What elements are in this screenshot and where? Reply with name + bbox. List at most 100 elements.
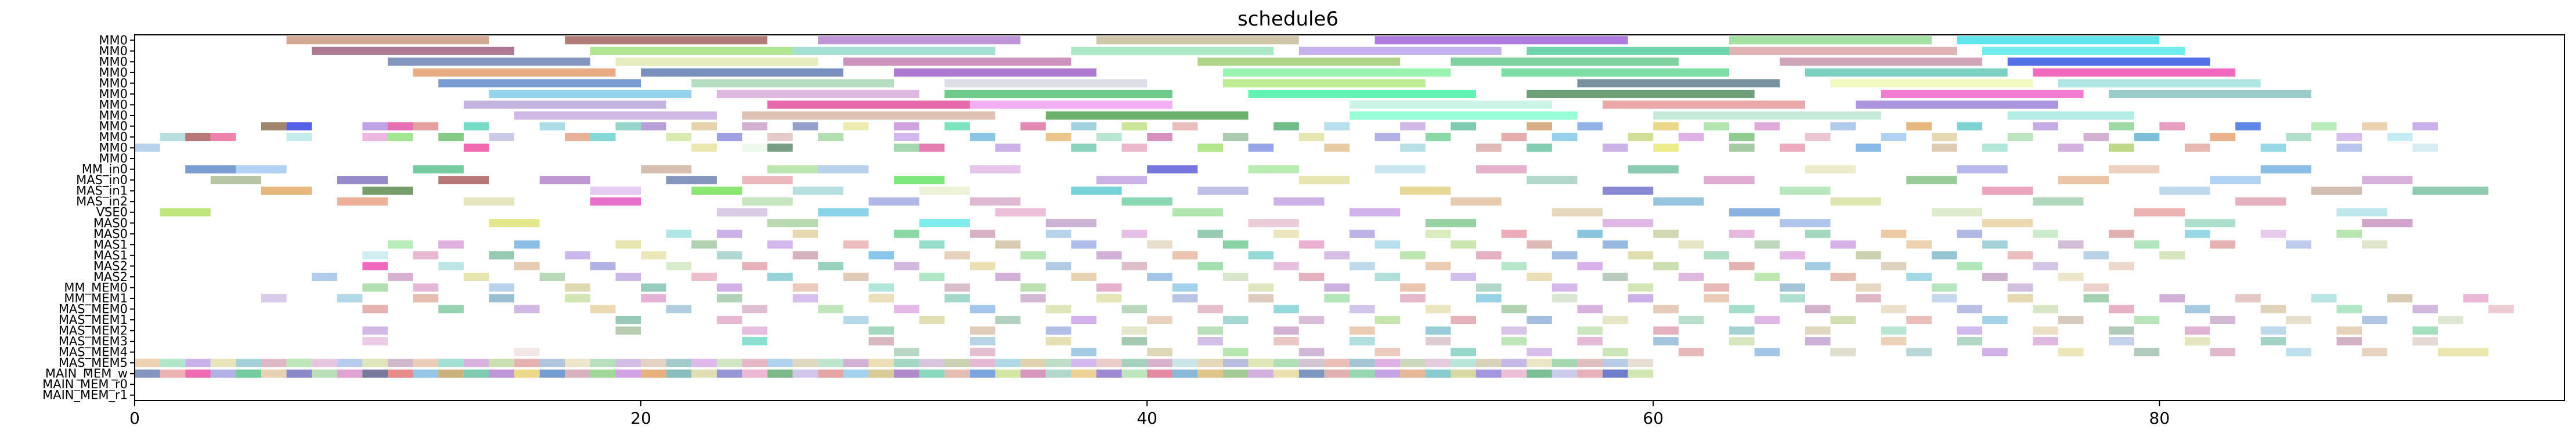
- task-bar: [312, 369, 337, 378]
- task-bar: [1729, 132, 1755, 142]
- task-bar: [1881, 229, 1907, 238]
- task-bar: [1476, 294, 1502, 303]
- task-bar: [2210, 176, 2261, 185]
- task-bar: [1830, 122, 1856, 131]
- task-bar: [1400, 186, 1451, 195]
- task-bar: [742, 262, 768, 270]
- task-bar: [1374, 348, 1401, 356]
- task-bar: [2463, 294, 2489, 303]
- task-bar: [1603, 272, 1628, 281]
- task-bar: [1957, 337, 1983, 346]
- task-bar: [2362, 122, 2387, 131]
- task-bar: [1780, 251, 1805, 259]
- task-bar: [969, 337, 995, 346]
- y-tick-label: MM_in0: [82, 163, 128, 177]
- task-bar: [843, 359, 869, 367]
- task-bar: [388, 369, 413, 378]
- task-bar: [1603, 348, 1628, 356]
- task-bar: [1248, 251, 1274, 259]
- task-bar: [716, 132, 742, 142]
- task-bar: [362, 251, 388, 259]
- task-bar: [1577, 229, 1603, 238]
- task-bar: [843, 122, 869, 131]
- task-bar: [995, 359, 1021, 367]
- task-bar: [641, 359, 666, 367]
- task-bar: [894, 132, 919, 142]
- task-bar: [1577, 326, 1603, 335]
- y-tick-label: MAS2: [93, 259, 128, 273]
- task-bar: [2159, 294, 2185, 303]
- task-bar: [1501, 68, 1730, 77]
- task-bar: [1197, 262, 1223, 270]
- task-bar: [1501, 305, 1527, 313]
- task-bar: [2260, 326, 2286, 335]
- task-bar: [1400, 359, 1426, 367]
- task-bar: [1527, 89, 1755, 98]
- y-tick-label: MAS_MEM3: [59, 334, 128, 349]
- task-bar: [1324, 122, 1350, 131]
- task-bar: [286, 369, 312, 378]
- task-bar: [767, 240, 793, 249]
- task-bar: [2058, 143, 2084, 152]
- task-bar: [1830, 79, 2033, 88]
- task-bar: [1603, 240, 1628, 249]
- task-bar: [1957, 122, 1983, 131]
- task-bar: [362, 305, 388, 313]
- task-bar: [1704, 122, 1730, 131]
- task-bar: [160, 369, 186, 378]
- task-bar: [1298, 46, 1502, 55]
- task-bar: [1704, 283, 1730, 292]
- task-bar: [969, 197, 1021, 206]
- y-tick-label: MAS_MEM1: [59, 313, 128, 327]
- task-bar: [1501, 262, 1527, 270]
- task-bar: [944, 79, 1148, 88]
- task-bar: [1400, 294, 1426, 303]
- task-bar: [818, 305, 843, 313]
- task-bar: [1147, 132, 1172, 142]
- task-bar: [2412, 186, 2489, 195]
- task-bar: [1501, 132, 1527, 142]
- task-bar: [1906, 315, 1932, 324]
- task-bar: [1552, 132, 1578, 142]
- task-bar: [1045, 111, 1249, 120]
- task-bar: [1501, 359, 1527, 367]
- task-bar: [1324, 143, 1350, 152]
- task-bar: [641, 122, 666, 131]
- task-bar: [1552, 294, 1578, 303]
- task-bar: [463, 122, 489, 131]
- task-bar: [969, 369, 995, 378]
- task-bar: [792, 294, 818, 303]
- y-tick-label: MAS_in2: [76, 194, 128, 209]
- task-bar: [742, 143, 768, 152]
- task-bar: [1856, 143, 1881, 152]
- task-bar: [1628, 369, 1654, 378]
- y-tick-label: MM0: [99, 109, 128, 122]
- task-bar: [185, 359, 211, 367]
- task-bar: [894, 359, 919, 367]
- task-bar: [1754, 272, 1780, 281]
- task-bar: [1704, 251, 1730, 259]
- task-bar: [666, 176, 717, 185]
- task-bar: [1071, 186, 1122, 195]
- task-bar: [362, 132, 388, 142]
- task-bar: [2286, 348, 2311, 356]
- task-bar: [236, 369, 262, 378]
- chart-title: schedule6: [1238, 8, 1338, 31]
- task-bar: [1248, 283, 1274, 292]
- task-bar: [716, 283, 742, 292]
- task-bar: [565, 369, 590, 378]
- task-bar: [894, 369, 919, 378]
- task-bar: [1374, 36, 1628, 45]
- task-bar: [1451, 369, 1477, 378]
- task-bar: [388, 132, 413, 142]
- task-bar: [995, 369, 1021, 378]
- task-bar: [2109, 122, 2134, 131]
- task-bar: [2083, 251, 2109, 259]
- task-bar: [1020, 369, 1046, 378]
- task-bar: [615, 240, 641, 249]
- task-bar: [1374, 240, 1401, 249]
- y-tick-label: MAS0: [93, 216, 128, 230]
- task-bar: [160, 208, 211, 217]
- task-bar: [1729, 326, 1755, 335]
- task-bar: [1678, 132, 1704, 142]
